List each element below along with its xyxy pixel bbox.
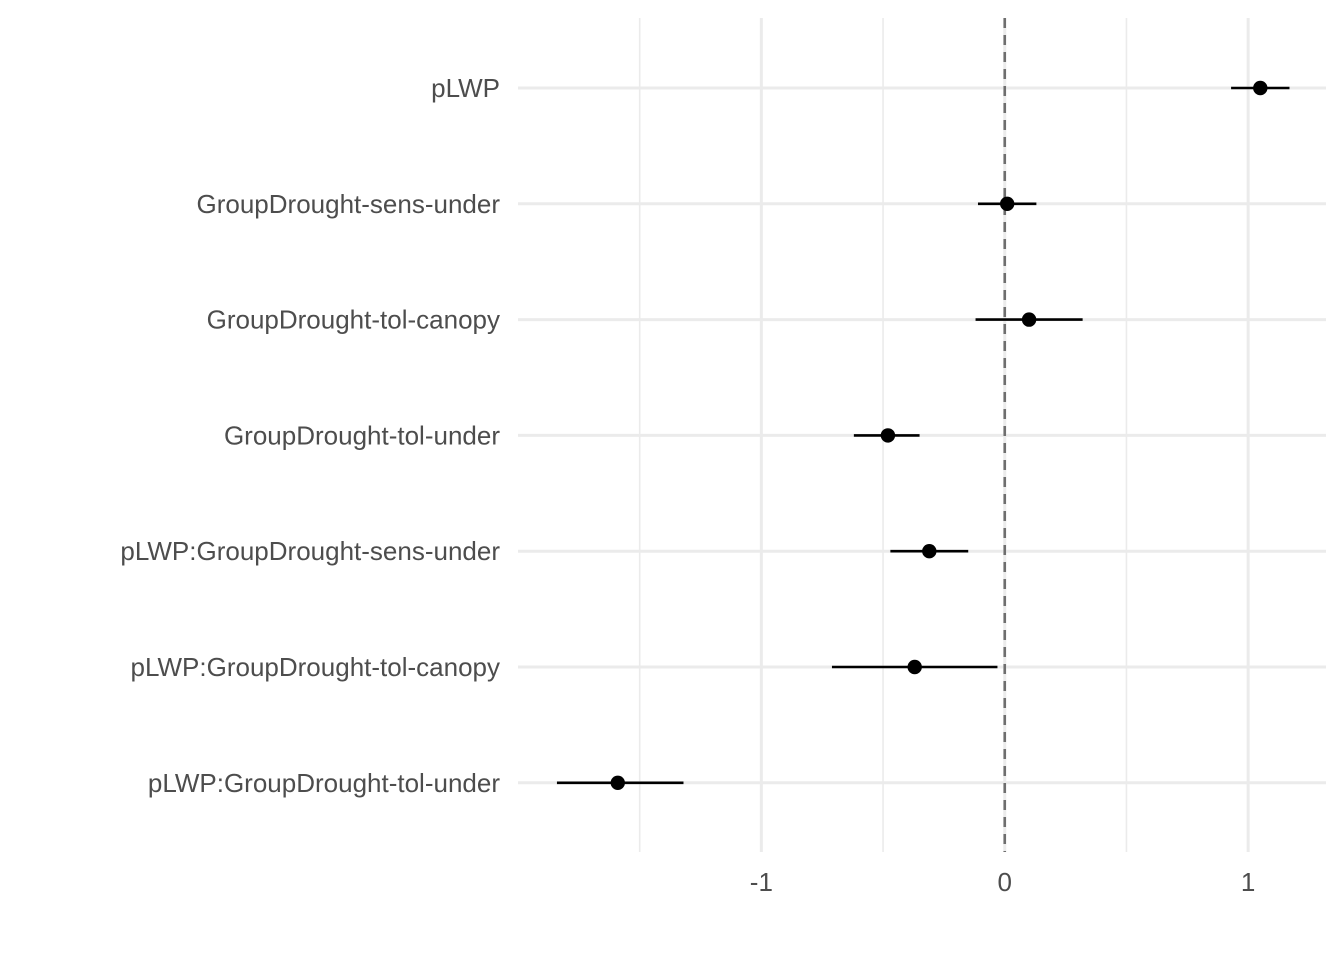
y-tick-label: GroupDrought-tol-canopy (207, 305, 500, 335)
estimate-point (610, 775, 625, 790)
estimate-point (999, 196, 1015, 211)
estimate-point (907, 659, 922, 675)
x-tick-label: 0 (998, 867, 1012, 897)
y-tick-label-layer: pLWP GroupDrought-sens-under GroupDrought-… (120, 73, 500, 798)
y-tick-label: pLWP:GroupDrought-sens-under (120, 536, 500, 566)
x-tick-label: -1 (750, 867, 773, 897)
x-tick-label-layer: -1 0 1 (750, 867, 1256, 897)
y-tick-label: pLWP:GroupDrought-tol-canopy (131, 652, 500, 682)
point-layer (610, 80, 1268, 790)
y-tick-label: GroupDrought-tol-under (224, 420, 500, 450)
estimate-point (922, 544, 937, 559)
estimate-point (1253, 80, 1268, 96)
y-tick-label: GroupDrought-sens-under (197, 189, 501, 219)
x-tick-label: 1 (1241, 867, 1255, 897)
estimate-point (1021, 312, 1037, 327)
y-tick-label: pLWP:GroupDrought-tol-under (148, 768, 500, 798)
y-tick-label: pLWP (431, 73, 500, 103)
grid-layer (518, 18, 1326, 852)
estimate-point (880, 428, 896, 443)
